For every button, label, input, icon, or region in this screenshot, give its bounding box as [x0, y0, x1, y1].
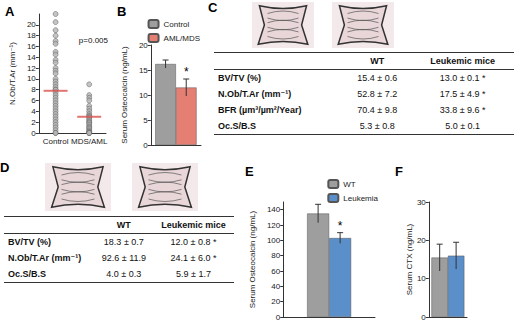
- html-text:33.8 ± 9.6 *: 33.8 ± 9.6 *: [439, 105, 486, 115]
- svg-text:16: 16: [27, 42, 36, 51]
- html-text:D: D: [0, 160, 10, 175]
- html-text:BV/TV (%): BV/TV (%): [8, 237, 51, 247]
- svg-text:A: A: [5, 4, 15, 19]
- html-text:Oc.S/B.S: Oc.S/B.S: [218, 121, 256, 131]
- svg-text:40: 40: [271, 282, 280, 291]
- svg-text:AML/MDS: AML/MDS: [164, 34, 200, 43]
- html-text:12.0 ± 0.8 *: 12.0 ± 0.8 *: [170, 237, 217, 247]
- svg-text:120: 120: [267, 221, 281, 230]
- svg-text:100: 100: [267, 236, 281, 245]
- svg-text:Leukemia: Leukemia: [343, 194, 378, 203]
- svg-text:140: 140: [267, 205, 281, 214]
- svg-text:20: 20: [27, 20, 36, 29]
- html-text:N.Ob/T.Ar (mm⁻¹): N.Ob/T.Ar (mm⁻¹): [218, 89, 292, 99]
- html-text:BFR (µm³/µm²/Year): BFR (µm³/µm²/Year): [218, 105, 302, 115]
- html-text:13.0 ± 0.1 *: 13.0 ± 0.1 *: [439, 73, 486, 83]
- svg-text:20: 20: [139, 41, 148, 50]
- html-text:15.4 ± 0.6: 15.4 ± 0.6: [357, 73, 398, 83]
- svg-text:0: 0: [421, 313, 426, 322]
- svg-text:2: 2: [31, 118, 36, 127]
- svg-text:6: 6: [31, 96, 36, 105]
- html-text:5.9 ± 1.7: 5.9 ± 1.7: [176, 269, 211, 279]
- html-text:17.5 ± 4.9 *: 17.5 ± 4.9 *: [439, 89, 486, 99]
- svg-text:80: 80: [271, 251, 280, 260]
- html-text:Leukemic mice: Leukemic mice: [430, 56, 495, 66]
- html-text:4.0 ± 0.3: 4.0 ± 0.3: [106, 269, 142, 279]
- svg-text:B: B: [117, 4, 126, 19]
- svg-text:10: 10: [417, 274, 426, 283]
- svg-text:F: F: [395, 164, 403, 179]
- svg-text:N.Ob/T.Ar (mm⁻¹): N.Ob/T.Ar (mm⁻¹): [8, 42, 17, 105]
- svg-text:12: 12: [27, 64, 36, 73]
- svg-text:Control: Control: [43, 137, 69, 146]
- html-text:92.6 ± 11.9: 92.6 ± 11.9: [101, 253, 146, 263]
- svg-text:WT: WT: [343, 180, 356, 189]
- svg-text:Serum Osteocalcin (ng/mL): Serum Osteocalcin (ng/mL): [248, 210, 257, 308]
- html-text:Leukemic mice: Leukemic mice: [161, 220, 226, 230]
- svg-text:5: 5: [143, 116, 148, 125]
- svg-text:*: *: [338, 219, 343, 233]
- html-text:24.1 ± 6.0 *: 24.1 ± 6.0 *: [170, 253, 217, 263]
- html-text:5.3 ± 0.8: 5.3 ± 0.8: [359, 121, 395, 131]
- html-text:C: C: [208, 0, 218, 15]
- html-text:18.3 ± 0.7: 18.3 ± 0.7: [103, 237, 144, 247]
- html-text:WT: WT: [116, 220, 131, 230]
- html-text:52.8 ± 7.2: 52.8 ± 7.2: [357, 89, 398, 99]
- html-text:BV/TV (%): BV/TV (%): [218, 73, 261, 83]
- svg-text:4: 4: [31, 107, 36, 116]
- svg-text:30: 30: [417, 198, 426, 207]
- html-text:70.4 ± 9.8: 70.4 ± 9.8: [357, 105, 398, 115]
- svg-text:Control: Control: [164, 20, 190, 29]
- html-text:WT: WT: [370, 56, 385, 66]
- svg-text:0: 0: [31, 129, 36, 138]
- svg-text:18: 18: [27, 31, 36, 40]
- svg-text:20: 20: [417, 236, 426, 245]
- html-text:Oc.S/B.S: Oc.S/B.S: [8, 269, 46, 279]
- svg-text:10: 10: [139, 91, 148, 100]
- svg-text:MDS/AML: MDS/AML: [71, 137, 108, 146]
- html-text:5.0 ± 0.1: 5.0 ± 0.1: [445, 121, 481, 131]
- svg-text:60: 60: [271, 267, 280, 276]
- svg-text:14: 14: [27, 53, 36, 62]
- svg-text:Serum CTX (ng/mL): Serum CTX (ng/mL): [405, 223, 414, 295]
- svg-text:0: 0: [143, 141, 148, 150]
- svg-text:15: 15: [139, 66, 148, 75]
- html-text:N.Ob/T.Ar (mm⁻¹): N.Ob/T.Ar (mm⁻¹): [8, 253, 82, 263]
- svg-text:8: 8: [31, 85, 36, 94]
- svg-text:p=0.005: p=0.005: [79, 36, 109, 45]
- svg-text:*: *: [184, 65, 189, 79]
- svg-text:0: 0: [276, 313, 281, 322]
- svg-text:E: E: [245, 164, 254, 179]
- svg-text:Serum Osteocalcin (ng/mL): Serum Osteocalcin (ng/mL): [120, 46, 129, 144]
- svg-text:20: 20: [271, 297, 280, 306]
- svg-text:10: 10: [27, 74, 36, 83]
